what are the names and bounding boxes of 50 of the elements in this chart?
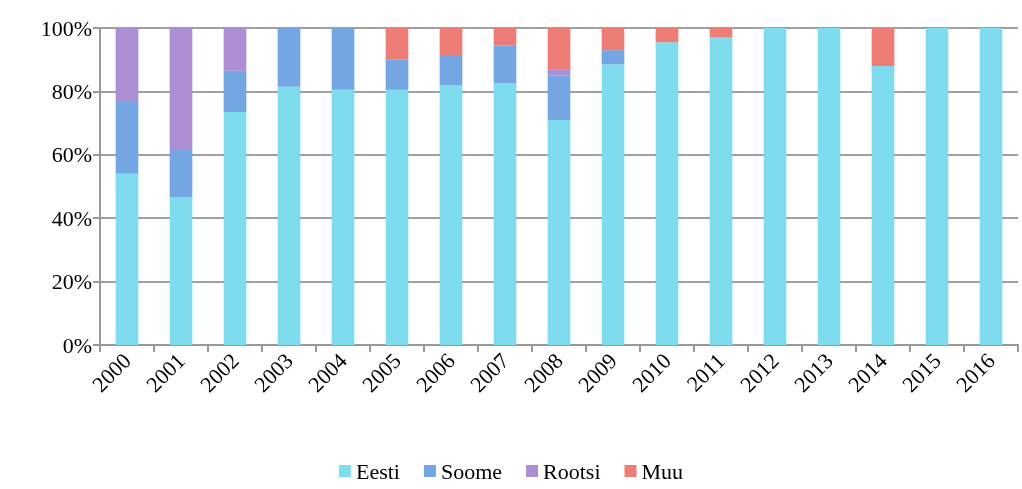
bar xyxy=(385,28,409,60)
bar xyxy=(223,70,247,113)
bar xyxy=(223,112,247,345)
bar xyxy=(439,85,463,345)
bar xyxy=(331,28,355,90)
bar xyxy=(493,83,517,345)
bar xyxy=(871,28,895,67)
legend-label: Rootsi xyxy=(543,458,601,484)
bar xyxy=(601,28,625,51)
bar xyxy=(439,54,463,86)
bar xyxy=(223,28,247,71)
bar xyxy=(925,28,949,345)
y-tick-label: 20% xyxy=(51,269,92,295)
bar xyxy=(817,28,841,345)
y-tick-label: 40% xyxy=(51,205,92,231)
bar xyxy=(385,89,409,345)
y-tick-label: 0% xyxy=(62,332,92,358)
legend-label: Muu xyxy=(641,458,684,484)
bar xyxy=(385,59,409,90)
bar xyxy=(547,28,571,70)
bar xyxy=(169,197,193,345)
bar xyxy=(115,100,139,174)
bar xyxy=(709,37,733,345)
bar xyxy=(763,28,787,345)
bar xyxy=(493,28,517,46)
x-tick-label: 2011 xyxy=(681,348,730,397)
bar xyxy=(169,150,193,198)
bar xyxy=(493,45,517,84)
bar xyxy=(655,42,679,345)
bar xyxy=(439,28,463,55)
legend-label: Eesti xyxy=(355,458,400,484)
y-tick-label: 60% xyxy=(51,142,92,168)
bar xyxy=(601,50,625,65)
bar xyxy=(115,173,139,345)
bar xyxy=(277,28,301,87)
bar xyxy=(331,89,355,345)
y-tick-label: 100% xyxy=(40,15,92,41)
bar xyxy=(277,86,301,345)
bar xyxy=(871,66,895,345)
bar xyxy=(655,28,679,43)
bar xyxy=(709,28,733,38)
bar xyxy=(547,69,571,76)
bar xyxy=(979,28,1003,345)
bar xyxy=(547,75,571,120)
bar xyxy=(547,119,571,345)
bar xyxy=(601,64,625,345)
bar xyxy=(169,28,193,151)
bar xyxy=(115,28,139,101)
legend-label: Soome xyxy=(440,458,503,484)
y-tick-label: 80% xyxy=(51,78,92,104)
